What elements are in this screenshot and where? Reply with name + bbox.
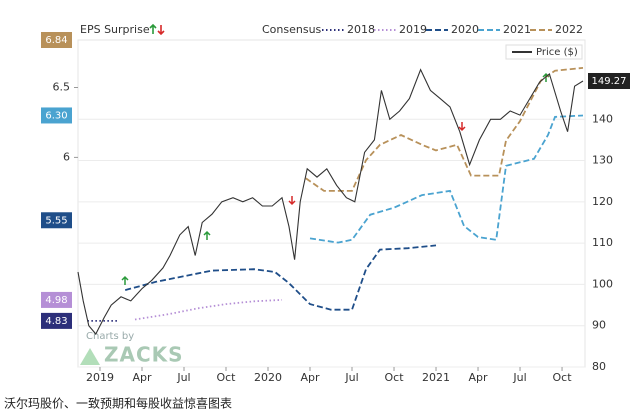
legend-label: 2019 xyxy=(399,23,427,36)
last-price-box xyxy=(588,72,630,89)
watermark-small: Charts by xyxy=(86,331,134,342)
eps-label: 5.55 xyxy=(45,215,67,226)
legend-label: Price ($) xyxy=(536,47,578,58)
caption: 沃尔玛股价、一致预期和每股收益惊喜图表 xyxy=(4,396,232,411)
consensus-line xyxy=(309,114,584,244)
price-legend-box xyxy=(505,44,583,60)
surprise-arrow xyxy=(288,196,296,206)
y2-tick-label: 80 xyxy=(592,360,606,373)
watermark-logo xyxy=(80,348,100,365)
legend-down-arrow xyxy=(157,25,165,36)
x-tick-label: Jul xyxy=(176,371,190,384)
y2-tick-label: 140 xyxy=(592,112,613,125)
x-tick-label: 2019 xyxy=(86,371,114,384)
consensus-line xyxy=(134,299,283,321)
eps-label-box xyxy=(41,312,72,329)
y2-tick-label: 120 xyxy=(592,195,613,208)
legend-label: 2022 xyxy=(555,23,583,36)
x-tick-label: Jul xyxy=(512,371,526,384)
eps-label: 4.98 xyxy=(45,295,67,306)
legend: 2018 2019 2020 2021 2022 Price ($) xyxy=(322,23,583,60)
consensus-line xyxy=(305,67,584,192)
eps-label: 6.84 xyxy=(45,35,67,46)
plot-area xyxy=(77,39,586,368)
y2-tick-label: 90 xyxy=(592,319,606,332)
surprise-arrow xyxy=(458,122,466,132)
price-line xyxy=(77,68,584,335)
legend-label: 2021 xyxy=(503,23,531,36)
surprise-arrow xyxy=(121,275,129,285)
watermark-zacks: ZACKS xyxy=(104,343,184,367)
eps-label-box xyxy=(41,32,72,48)
y2-tick-label: 130 xyxy=(592,154,613,167)
x-tick-label: Jul xyxy=(344,371,358,384)
y2-tick-label: 100 xyxy=(592,277,613,290)
x-tick-label: Oct xyxy=(385,371,405,384)
surprise-arrow xyxy=(203,230,211,240)
consensus-line xyxy=(124,244,437,311)
x-tick-label: Apr xyxy=(469,371,489,384)
eps-label-box xyxy=(41,291,72,308)
x-tick-label: Oct xyxy=(216,371,236,384)
y-tick-label: 6.5 xyxy=(53,81,71,94)
eps-label: 6.30 xyxy=(45,110,67,121)
x-tick-label: 2020 xyxy=(254,371,282,384)
eps-label: 4.83 xyxy=(45,316,67,327)
x-tick-label: 2021 xyxy=(422,371,450,384)
eps-label-box xyxy=(41,212,72,229)
legend-eps-surprise: EPS Surprise xyxy=(80,23,150,36)
eps-label-box xyxy=(41,107,72,124)
legend-label: 2020 xyxy=(451,23,479,36)
y-tick-label: 6 xyxy=(63,150,70,163)
y2-tick-label: 110 xyxy=(592,236,613,249)
x-tick-label: Oct xyxy=(553,371,573,384)
legend-label: 2018 xyxy=(347,23,375,36)
legend-up-arrow xyxy=(149,23,157,34)
x-tick-label: Apr xyxy=(132,371,152,384)
legend-consensus: Consensus xyxy=(262,23,322,36)
x-tick-label: Apr xyxy=(300,371,320,384)
last-price-label: 149.27 xyxy=(592,76,627,87)
